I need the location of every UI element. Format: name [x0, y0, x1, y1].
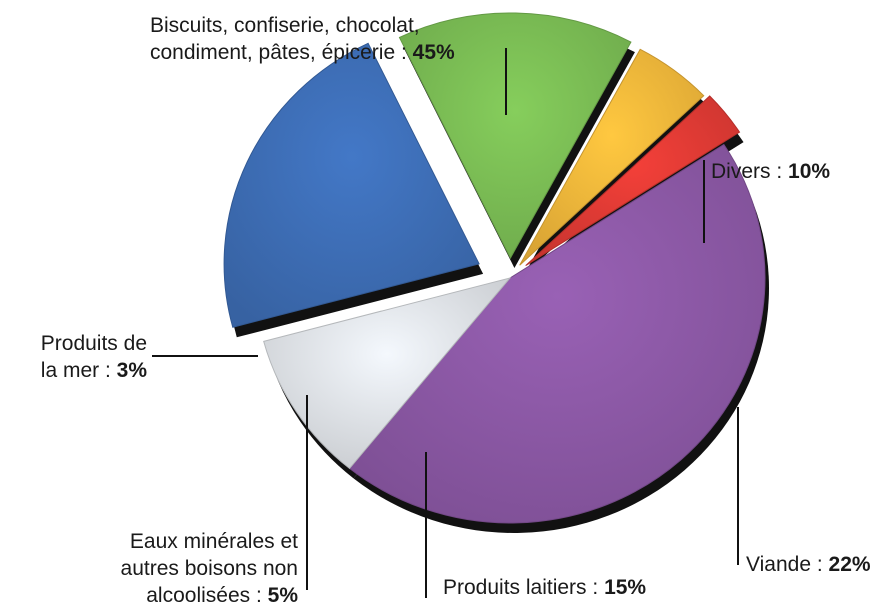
label-laitiers-value: 15% — [604, 576, 647, 599]
label-mer-value: 3% — [116, 359, 147, 382]
label-divers-text: Divers : — [711, 160, 783, 183]
pie-slice — [398, 12, 632, 260]
label-laitiers-text: Produits laitiers : — [443, 576, 599, 599]
label-viande: Viande : 22% — [746, 551, 871, 578]
label-divers-value: 10% — [788, 160, 831, 183]
pie-slice — [223, 42, 480, 328]
label-eaux-line1: Eaux minérales et — [129, 530, 298, 553]
label-eaux-line2: autres boisons non — [120, 557, 298, 580]
label-laitiers: Produits laitiers : 15% — [443, 574, 646, 601]
label-biscuits-line2: condiment, pâtes, épicerie : — [150, 41, 407, 64]
label-mer: Produits de la mer : 3% — [0, 330, 147, 384]
label-eaux-line3: alcoolisées : — [146, 584, 262, 607]
label-viande-text: Viande : — [746, 553, 823, 576]
label-biscuits-line1: Biscuits, confiserie, chocolat, — [150, 14, 420, 37]
label-mer-line2: la mer : — [40, 359, 111, 382]
pie-slice — [263, 277, 512, 470]
label-viande-value: 22% — [828, 553, 871, 576]
label-mer-line1: Produits de — [40, 332, 147, 355]
label-divers: Divers : 10% — [711, 158, 830, 185]
label-eaux: Eaux minérales et autres boisons non alc… — [100, 528, 298, 609]
label-biscuits-value: 45% — [412, 41, 455, 64]
label-biscuits: Biscuits, confiserie, chocolat, condimen… — [150, 12, 455, 66]
pie-slice — [519, 48, 705, 266]
pie-slice — [525, 95, 741, 267]
label-eaux-value: 5% — [267, 584, 298, 607]
pie-slice — [348, 143, 766, 524]
